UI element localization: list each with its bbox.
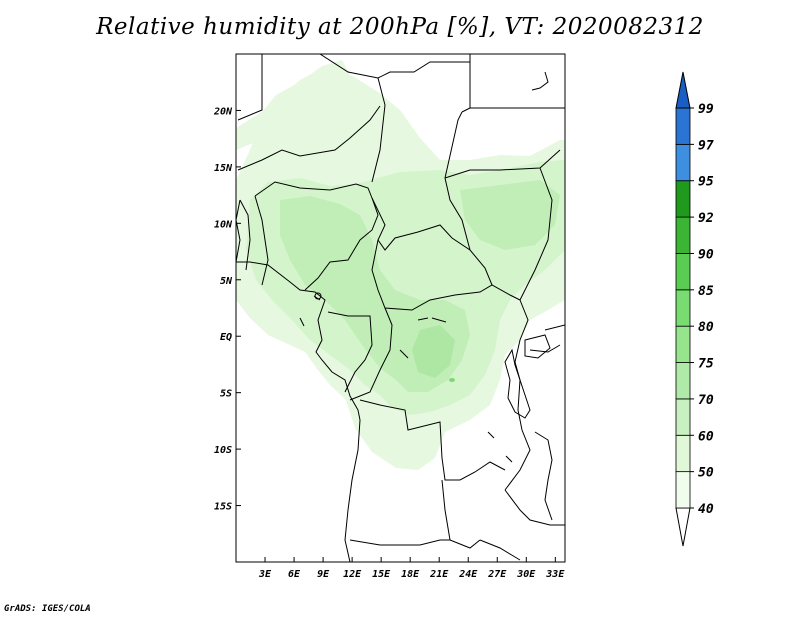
rh-70-patch [412,325,455,378]
colorbar-level-label: 70 [698,393,714,408]
lon-tick-label: 3E [258,569,272,580]
lat-tick-label: 5S [220,389,232,400]
colorbar-level-label: 97 [698,138,714,153]
rh-40-patch-nw [236,60,350,150]
colorbar-level-label: 85 [698,284,714,299]
colorbar-segment [675,289,691,327]
colorbar-above-triangle [675,71,691,109]
colorbar-segment [675,398,691,436]
colorbar-level-label: 92 [698,211,714,226]
colorbar-level-label: 60 [698,429,714,444]
colorbar-level-label: 50 [698,466,714,481]
colorbar-segment [675,216,691,254]
colorbar-level-label: 99 [698,102,714,117]
colorbar-segment [675,143,691,182]
latitude-axis: 20N 15N 10N 5N EQ 5S 10S 15S [213,106,241,513]
lon-tick-label: 18E [401,569,420,580]
map-frame [235,53,566,563]
colorbar-segment [675,362,691,400]
lon-tick-label: 9E [317,569,330,580]
lat-tick-label: 10S [214,445,232,456]
lat-tick-label: 20N [213,106,233,117]
lon-tick-label: 24E [458,569,478,580]
lon-tick-label: 12E [343,569,362,580]
colorbar-below-triangle [675,507,691,547]
colorbar-segment [675,180,691,218]
chart-title: Relative humidity at 200hPa [%], VT: 202… [96,14,704,40]
lon-tick-label: 15E [372,569,391,580]
lon-tick-label: 30E [516,569,536,580]
colorbar-level-label: 90 [698,247,714,262]
humidity-shading [236,60,565,470]
lon-tick-label: 27E [487,569,507,580]
lon-tick-label: 33E [545,569,565,580]
colorbar-legend: 40 50 60 70 75 80 85 90 92 95 97 99 [675,71,714,547]
lat-tick-label: 10N [214,219,233,230]
colorbar-segment [675,471,691,509]
lat-tick-label: 15S [214,502,232,513]
lat-tick-label: 15N [214,163,233,174]
colorbar-level-label: 80 [698,320,714,335]
rh-60-patch-e [460,180,560,250]
colorbar-segment [675,325,691,363]
colorbar-level-label: 75 [698,357,714,372]
colorbar-level-label: 40 [698,502,714,517]
colorbar-segment [675,107,691,145]
colorbar-segment [675,434,691,473]
country-borders [237,54,565,562]
colorbar-level-label: 95 [698,175,714,190]
lon-tick-label: 6E [288,569,301,580]
lat-tick-label: EQ [220,332,232,343]
colorbar-segment [675,253,691,291]
coastline-lakes [236,71,553,521]
lon-tick-label: 21E [429,569,449,580]
rh-75-spot [449,378,455,382]
lat-tick-label: 5N [220,276,233,287]
grads-credit: GrADS: IGES/COLA [4,604,91,614]
longitude-axis: 3E 6E 9E 12E 15E 18E 21E 24E 27E 30E 33E [258,557,565,580]
